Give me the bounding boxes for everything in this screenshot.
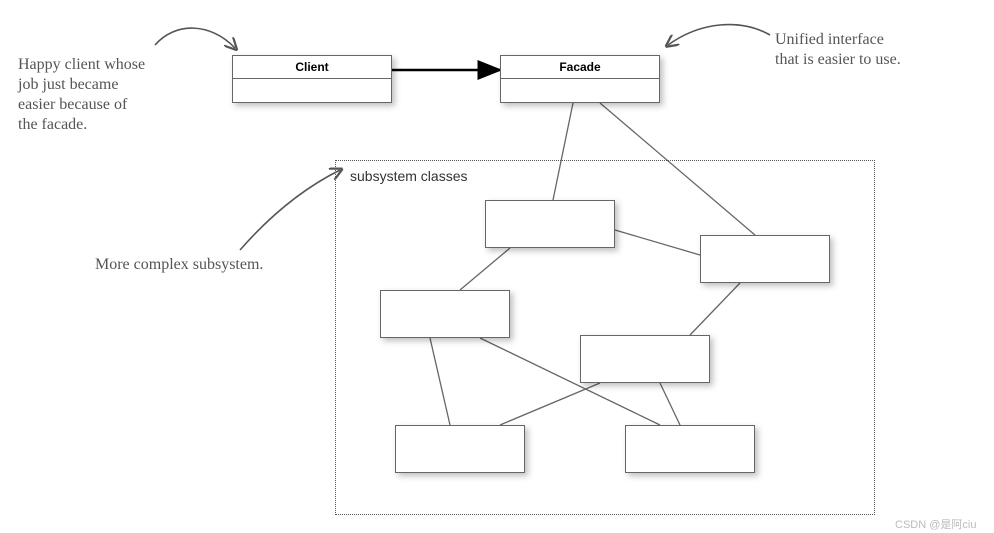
subsystem-box (485, 200, 615, 248)
subsystem-box (395, 425, 525, 473)
uml-box-facade-title: Facade (501, 56, 659, 79)
uml-box-client-title: Client (233, 56, 391, 79)
note-facade: Unified interface that is easier to use. (775, 30, 901, 70)
watermark: CSDN @是阿ciu (895, 516, 976, 532)
subsystem-label: subsystem classes (350, 168, 467, 184)
subsystem-box (625, 425, 755, 473)
note-client: Happy client whose job just became easie… (18, 55, 145, 135)
subsystem-box (380, 290, 510, 338)
subsystem-box (580, 335, 710, 383)
note-arrow (668, 25, 770, 45)
note-arrow (240, 170, 340, 250)
uml-box-client: Client (232, 55, 392, 103)
subsystem-box (700, 235, 830, 283)
note-arrow (155, 28, 235, 48)
diagram-canvas: { "type": "uml-class-diagram", "canvas":… (0, 0, 994, 533)
uml-box-client-body (233, 79, 391, 101)
uml-box-facade: Facade (500, 55, 660, 103)
note-subsystem: More complex subsystem. (95, 255, 263, 275)
uml-box-facade-body (501, 79, 659, 101)
